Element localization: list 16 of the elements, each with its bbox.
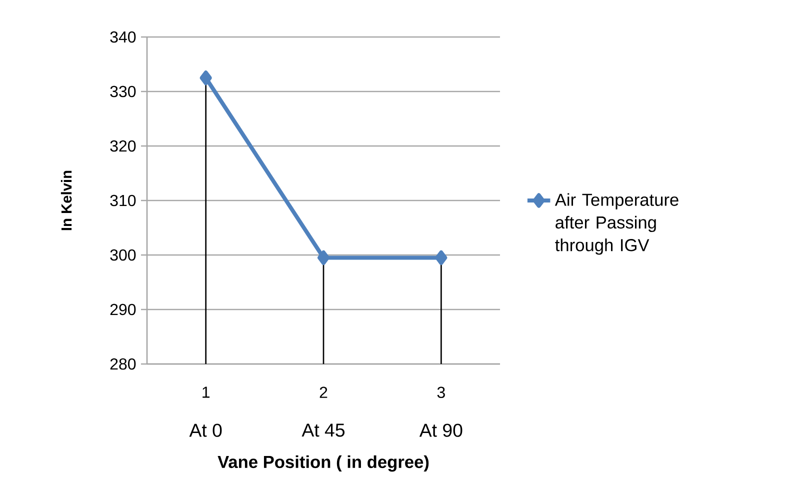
y-tick-label: 320 <box>110 140 136 152</box>
x-tick-label: 1 <box>202 386 210 398</box>
y-tick-label: 300 <box>110 249 136 261</box>
x-tick-label: 3 <box>437 386 445 398</box>
y-tick-label: 340 <box>110 31 136 43</box>
y-axis-title: In Kelvin <box>60 170 72 230</box>
y-tick-label: 310 <box>110 194 136 206</box>
legend-label: Air Temperature after Passing through IGV <box>554 193 678 255</box>
y-tick-label: 290 <box>110 304 136 316</box>
x-axis-title: Vane Position ( in degree) <box>218 455 429 472</box>
y-tick-label: 330 <box>110 86 136 98</box>
text: At 45 <box>302 424 344 437</box>
text: At 0 <box>189 424 222 437</box>
y-tick-label: 280 <box>110 358 136 370</box>
text: At 90 <box>419 424 462 437</box>
x-tick-label: 2 <box>320 386 328 398</box>
